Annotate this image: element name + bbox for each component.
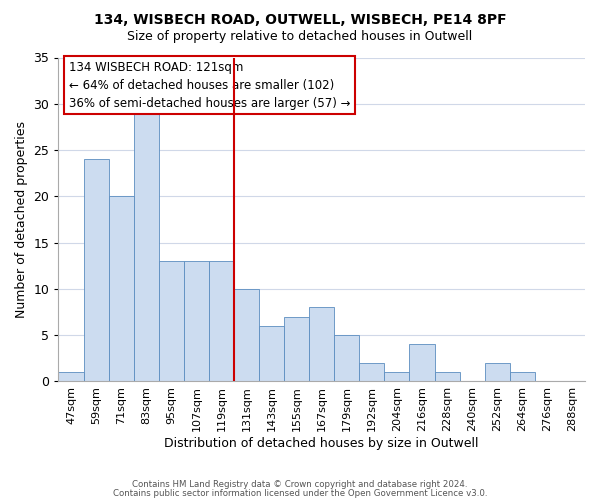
Bar bbox=[309, 308, 334, 382]
Bar bbox=[485, 363, 510, 382]
X-axis label: Distribution of detached houses by size in Outwell: Distribution of detached houses by size … bbox=[164, 437, 479, 450]
Bar bbox=[134, 113, 159, 382]
Text: Size of property relative to detached houses in Outwell: Size of property relative to detached ho… bbox=[127, 30, 473, 43]
Text: Contains HM Land Registry data © Crown copyright and database right 2024.: Contains HM Land Registry data © Crown c… bbox=[132, 480, 468, 489]
Bar bbox=[259, 326, 284, 382]
Y-axis label: Number of detached properties: Number of detached properties bbox=[15, 121, 28, 318]
Bar bbox=[334, 335, 359, 382]
Bar bbox=[409, 344, 434, 382]
Bar bbox=[109, 196, 134, 382]
Text: 134, WISBECH ROAD, OUTWELL, WISBECH, PE14 8PF: 134, WISBECH ROAD, OUTWELL, WISBECH, PE1… bbox=[94, 12, 506, 26]
Bar bbox=[385, 372, 409, 382]
Bar bbox=[83, 160, 109, 382]
Text: 134 WISBECH ROAD: 121sqm
← 64% of detached houses are smaller (102)
36% of semi-: 134 WISBECH ROAD: 121sqm ← 64% of detach… bbox=[69, 60, 350, 110]
Bar bbox=[510, 372, 535, 382]
Text: Contains public sector information licensed under the Open Government Licence v3: Contains public sector information licen… bbox=[113, 488, 487, 498]
Bar bbox=[434, 372, 460, 382]
Bar bbox=[234, 289, 259, 382]
Bar bbox=[58, 372, 83, 382]
Bar bbox=[359, 363, 385, 382]
Bar bbox=[209, 261, 234, 382]
Bar bbox=[284, 316, 309, 382]
Bar bbox=[184, 261, 209, 382]
Bar bbox=[159, 261, 184, 382]
